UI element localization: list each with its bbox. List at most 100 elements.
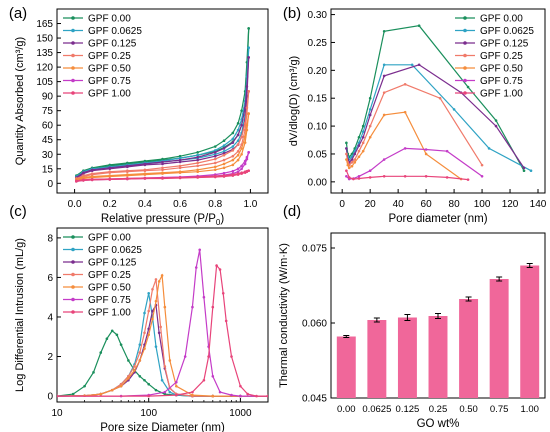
data-point (236, 167, 240, 171)
bar (367, 320, 387, 398)
legend-label: GPF 1.00 (480, 89, 523, 100)
data-point (178, 154, 182, 158)
data-point (82, 178, 85, 182)
panel-label: (a) (9, 5, 27, 22)
data-point (245, 106, 249, 110)
data-point (82, 171, 85, 174)
data-point (161, 168, 164, 172)
data-point (147, 382, 150, 386)
data-point (236, 121, 240, 125)
x-tick-label: 100 (140, 408, 157, 419)
data-point (147, 394, 150, 398)
x-tick-label: 0.0625 (362, 404, 391, 415)
y-tick-label: 6 (47, 273, 53, 284)
x-tick-label: 0.2 (103, 199, 117, 210)
y-tick-label: 0.05 (308, 149, 328, 160)
data-point (191, 305, 194, 309)
data-point (175, 393, 178, 397)
data-point (350, 158, 354, 161)
legend-marker (71, 260, 75, 264)
data-point (196, 164, 199, 168)
data-point (368, 113, 372, 117)
plot-frame (330, 8, 546, 194)
x-tick-label: 0.50 (459, 404, 478, 415)
data-point (236, 170, 240, 173)
x-axis-title: Relative pressure (P/P0) (101, 213, 225, 227)
y-tick-label: 0.060 (302, 319, 327, 330)
data-point (480, 163, 484, 167)
legend-label: GPF 0.50 (88, 283, 131, 294)
data-point (361, 141, 365, 145)
legend-marker (71, 285, 75, 289)
data-point (345, 174, 348, 178)
data-point (143, 168, 147, 172)
y-tick-label: 0.075 (302, 244, 327, 255)
data-point (231, 145, 235, 148)
y-axis-title: Quantity Absorbed (cm³/g) (14, 37, 26, 165)
data-point (236, 150, 240, 153)
data-point (357, 174, 361, 178)
data-point (57, 394, 59, 398)
legend-marker (71, 66, 75, 70)
data-point (143, 311, 146, 315)
chart-panel-a: (a) 0 15 30 45 60 75 90 105 120 135 150 165 0.0 0.2 0.4… (9, 5, 269, 227)
data-point (213, 174, 217, 178)
bar (489, 279, 509, 398)
data-point (168, 390, 172, 394)
data-point (213, 161, 217, 165)
data-point (126, 164, 129, 168)
data-point (243, 141, 247, 144)
y-tick-label: 45 (42, 135, 54, 146)
plot-frame (56, 227, 269, 403)
data-point (247, 46, 250, 50)
data-point (218, 390, 222, 394)
legend-label: GPF 1.00 (88, 89, 131, 100)
data-point (178, 170, 182, 173)
data-point (247, 169, 250, 173)
data-point (222, 139, 226, 143)
data-point (178, 176, 182, 179)
data-point (368, 124, 372, 128)
series-line (345, 147, 483, 180)
data-point (382, 30, 386, 33)
data-point (231, 154, 235, 158)
y-tick-label: 0.045 (302, 394, 327, 405)
x-tick-label: 1.0 (243, 199, 257, 210)
data-point (240, 164, 243, 168)
data-point (236, 153, 240, 157)
data-point (160, 378, 164, 382)
legend-label: GPF 0.00 (88, 233, 131, 244)
y-tick-label: 2 (47, 352, 53, 363)
data-point (345, 158, 348, 161)
data-point (143, 162, 147, 166)
data-point (138, 374, 142, 378)
legend-label: GPF 0.00 (480, 14, 523, 25)
series-group (57, 248, 268, 398)
data-point (480, 174, 484, 178)
data-point (147, 291, 150, 295)
data-point (108, 170, 112, 173)
y-tick-label: 120 (36, 63, 53, 74)
data-point (350, 161, 354, 164)
data-point (368, 169, 372, 172)
series-line (57, 303, 268, 397)
data-point (147, 333, 150, 337)
data-point (231, 137, 235, 141)
legend-marker (463, 78, 467, 83)
data-point (191, 393, 194, 397)
bar (459, 299, 479, 398)
data-point (126, 169, 129, 173)
data-point (147, 327, 150, 331)
data-point (247, 90, 250, 93)
data-point (178, 166, 182, 170)
legend-label: GPF 0.25 (480, 51, 523, 62)
data-point (357, 149, 361, 153)
data-point (236, 139, 240, 143)
data-point (353, 158, 357, 161)
panel-label: (c) (9, 203, 27, 220)
data-point (178, 160, 182, 164)
y-tick-label: 8 (47, 233, 53, 244)
data-point (99, 392, 103, 396)
data-point (236, 133, 240, 137)
